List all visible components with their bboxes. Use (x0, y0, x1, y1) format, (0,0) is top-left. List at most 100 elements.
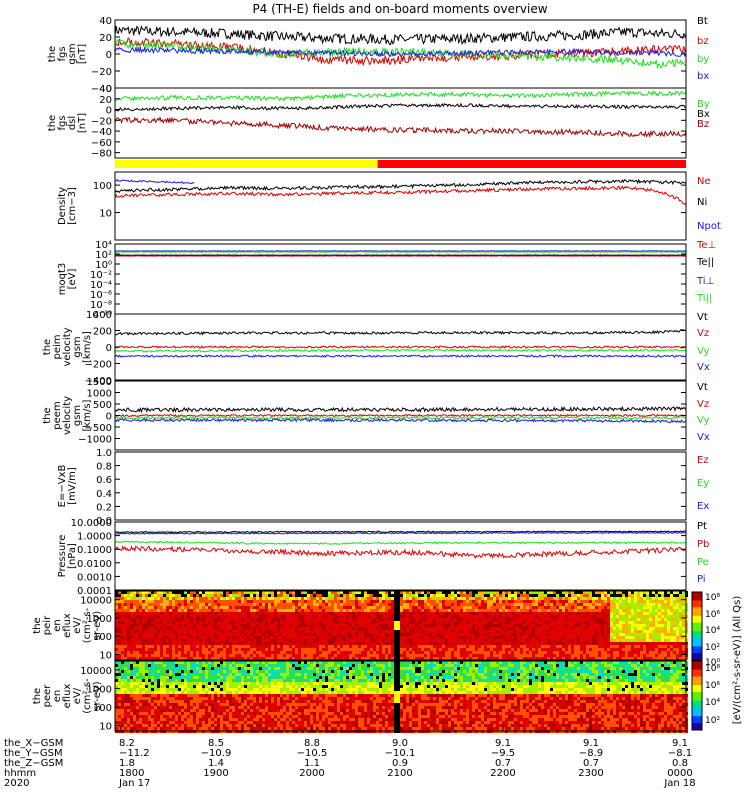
heatmap-cell (667, 621, 670, 624)
heatmap-cell (571, 612, 574, 615)
heatmap-cell (673, 618, 676, 621)
heatmap-cell (406, 624, 409, 627)
heatmap-cell (256, 612, 259, 615)
heatmap-cell (226, 651, 229, 654)
heatmap-cell (157, 645, 160, 648)
heatmap-cell (616, 651, 619, 654)
heatmap-cell (562, 597, 565, 600)
heatmap-cell (595, 636, 598, 639)
heatmap-cell (607, 627, 610, 630)
heatmap-cell (634, 651, 637, 654)
heatmap-cell (226, 591, 229, 594)
heatmap-cell (400, 615, 403, 618)
heatmap-cell (247, 636, 250, 639)
heatmap-cell (601, 594, 604, 597)
heatmap-cell (181, 600, 184, 603)
heatmap-cell (370, 645, 373, 648)
heatmap-cell (556, 591, 559, 594)
heatmap-cell (223, 603, 226, 606)
heatmap-cell (535, 661, 538, 664)
heatmap-cell (217, 661, 220, 664)
heatmap-cell (496, 594, 499, 597)
heatmap-cell (517, 594, 520, 597)
heatmap-cell (412, 615, 415, 618)
heatmap-cell (196, 615, 199, 618)
heatmap-cell (451, 661, 454, 664)
heatmap-cell (373, 661, 376, 664)
heatmap-cell (556, 661, 559, 664)
heatmap-cell (541, 651, 544, 654)
heatmap-cell (550, 591, 553, 594)
heatmap-cell (643, 630, 646, 633)
heatmap-cell (253, 664, 256, 667)
heatmap-cell (355, 621, 358, 624)
heatmap-cell (619, 624, 622, 627)
heatmap-cell (520, 609, 523, 612)
heatmap-cell (319, 624, 322, 627)
heatmap-cell (679, 636, 682, 639)
heatmap-cell (682, 624, 685, 627)
heatmap-cell (370, 642, 373, 645)
heatmap-cell (592, 636, 595, 639)
heatmap-cell (526, 661, 529, 664)
heatmap-cell (586, 639, 589, 642)
heatmap-cell (601, 636, 604, 639)
heatmap-cell (451, 645, 454, 648)
heatmap-cell (478, 603, 481, 606)
heatmap-cell (652, 597, 655, 600)
heatmap-cell (247, 633, 250, 636)
heatmap-cell (295, 654, 298, 657)
heatmap-cell (331, 654, 334, 657)
heatmap-cell (349, 648, 352, 651)
heatmap-cell (553, 639, 556, 642)
heatmap-cell (211, 654, 214, 657)
heatmap-cell (661, 648, 664, 651)
y-axis-label: sr-eV) (92, 611, 103, 640)
heatmap-cell (256, 606, 259, 609)
heatmap-cell (244, 636, 247, 639)
heatmap-cell (487, 645, 490, 648)
heatmap-cell (262, 627, 265, 630)
heatmap-cell (598, 597, 601, 600)
heatmap-cell (271, 654, 274, 657)
heatmap-cell (409, 618, 412, 621)
heatmap-cell (565, 648, 568, 651)
heatmap-cell (367, 633, 370, 636)
heatmap-cell (115, 661, 118, 664)
heatmap-cell (472, 657, 475, 660)
heatmap-cell (460, 627, 463, 630)
heatmap-cell (661, 600, 664, 603)
heatmap-cell (595, 603, 598, 606)
heatmap-cell (118, 612, 121, 615)
heatmap-cell (439, 615, 442, 618)
heatmap-cell (406, 606, 409, 609)
heatmap-cell (136, 594, 139, 597)
heatmap-cell (598, 615, 601, 618)
heatmap-cell (469, 618, 472, 621)
heatmap-cell (406, 661, 409, 664)
heatmap-cell (364, 657, 367, 660)
heatmap-cell (673, 591, 676, 594)
heatmap-cell (418, 615, 421, 618)
heatmap-cell (430, 624, 433, 627)
heatmap-cell (421, 636, 424, 639)
heatmap-cell (532, 642, 535, 645)
heatmap-cell (280, 591, 283, 594)
heatmap-cell (334, 651, 337, 654)
heatmap-cell (349, 603, 352, 606)
heatmap-cell (523, 645, 526, 648)
heatmap-cell (514, 606, 517, 609)
heatmap-cell (589, 657, 592, 660)
legend-peem-velocity-0: Vt (697, 382, 708, 393)
heatmap-cell (613, 609, 616, 612)
heatmap-cell (511, 664, 514, 667)
heatmap-cell (118, 633, 121, 636)
heatmap-cell (124, 615, 127, 618)
heatmap-cell (400, 609, 403, 612)
heatmap-cell (535, 603, 538, 606)
heatmap-cell (142, 664, 145, 667)
heatmap-cell (472, 645, 475, 648)
heatmap-cell (601, 657, 604, 660)
heatmap-cell (496, 654, 499, 657)
